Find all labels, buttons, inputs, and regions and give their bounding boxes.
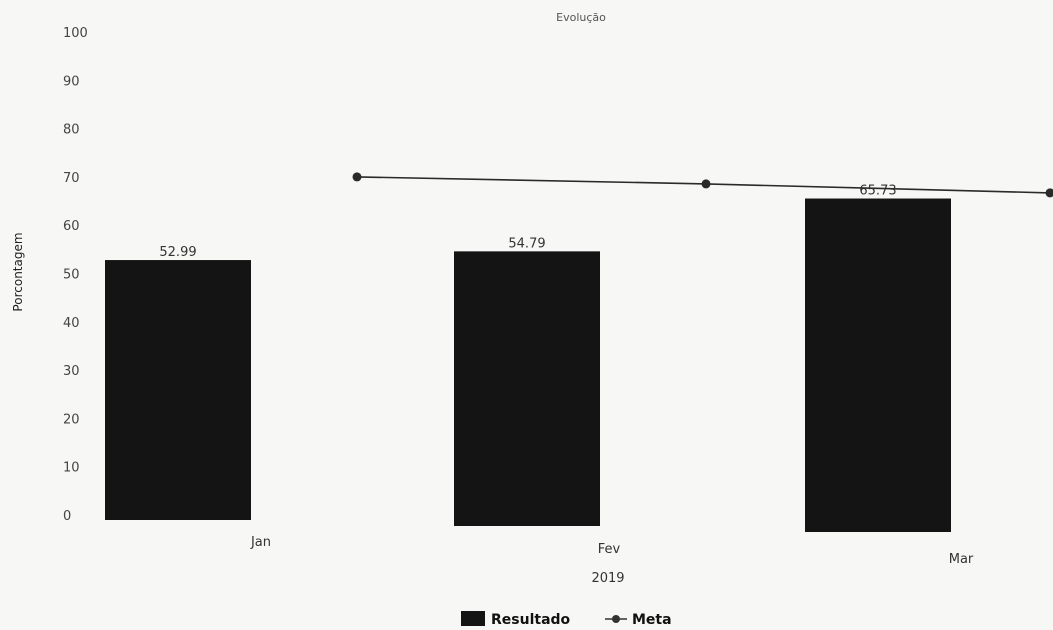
legend-swatch-meta-marker <box>612 615 620 623</box>
y-tick-label: 100 <box>63 26 88 41</box>
y-tick-label: 40 <box>63 316 80 331</box>
y-tick-label: 60 <box>63 219 80 234</box>
meta-line-series <box>352 172 1053 198</box>
bar-jan <box>105 260 251 520</box>
legend-label-meta: Meta <box>632 612 672 628</box>
y-axis-label: Porcontagem <box>11 232 25 311</box>
data-label-jan: 52.99 <box>159 245 196 260</box>
chart-title: Evolução <box>556 11 606 24</box>
data-label-fev: 54.79 <box>508 236 545 251</box>
legend-swatch-resultado <box>461 611 485 626</box>
y-tick-label: 10 <box>63 461 80 476</box>
y-tick-label: 50 <box>63 268 80 283</box>
bar-mar <box>805 198 951 532</box>
y-tick-label: 70 <box>63 171 80 186</box>
data-label-mar: 65.73 <box>859 184 896 199</box>
y-tick-label: 80 <box>63 123 80 138</box>
y-tick-label: 20 <box>63 412 80 427</box>
x-axis-label: 2019 <box>591 571 624 586</box>
y-tick-label: 90 <box>63 74 80 89</box>
x-tick-label-fev: Fev <box>598 542 621 557</box>
bar-fev <box>454 251 600 526</box>
legend-label-resultado: Resultado <box>491 612 571 628</box>
x-axis-categories: Jan Fev Mar <box>250 535 974 567</box>
x-tick-label-jan: Jan <box>250 535 271 550</box>
x-tick-label-mar: Mar <box>949 552 974 567</box>
meta-point-fev <box>701 179 711 189</box>
bar-series: 52.99 54.79 65.73 <box>105 184 951 532</box>
y-tick-label: 0 <box>63 509 71 524</box>
meta-point-jan <box>352 172 362 182</box>
legend: Resultado Meta <box>461 611 672 628</box>
y-tick-label: 30 <box>63 364 80 379</box>
y-axis-ticks: 0 10 20 30 40 50 60 70 80 90 100 <box>63 26 88 524</box>
meta-point-mar <box>1045 188 1053 198</box>
